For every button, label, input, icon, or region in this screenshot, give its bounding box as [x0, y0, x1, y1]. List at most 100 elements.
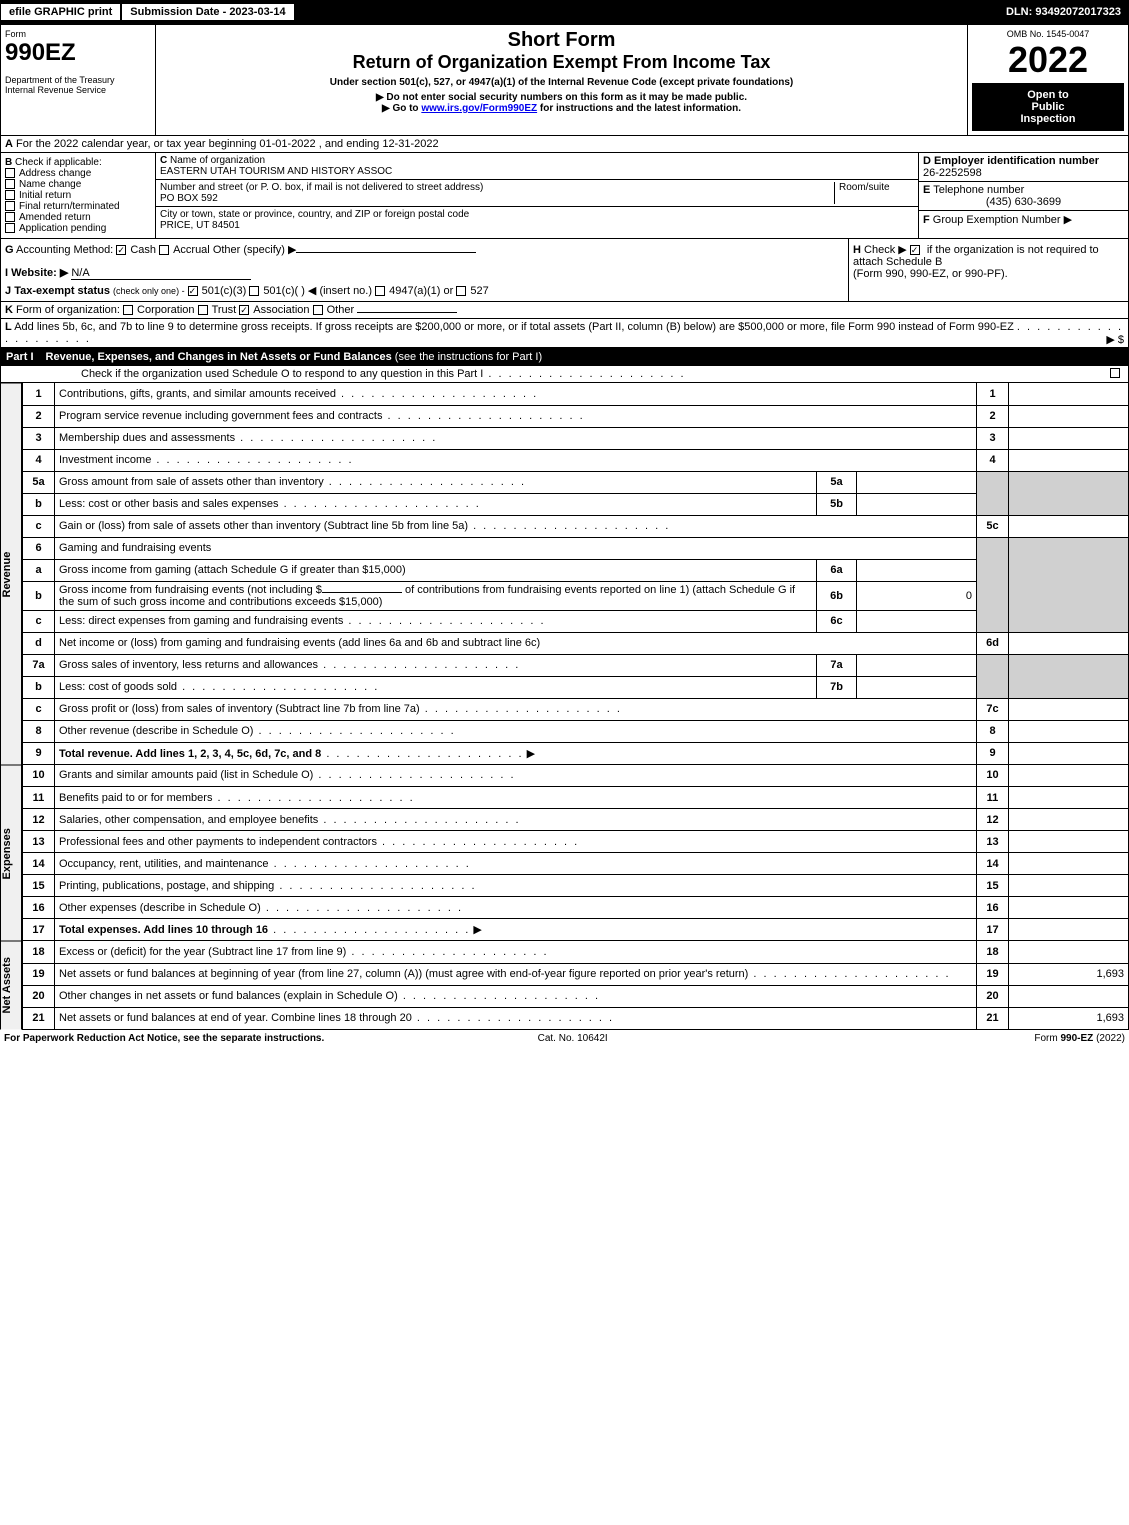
line-h: H Check ▶ if the organization is not req…: [848, 239, 1128, 301]
table-row: 10Grants and similar amounts paid (list …: [23, 765, 1129, 787]
col-b: B Check if applicable: Address change Na…: [1, 153, 156, 238]
subtitle: Under section 501(c), 527, or 4947(a)(1)…: [160, 77, 963, 88]
table-row: 21Net assets or fund balances at end of …: [23, 1007, 1129, 1029]
irs-link[interactable]: www.irs.gov/Form990EZ: [421, 103, 537, 114]
table-row: 12Salaries, other compensation, and empl…: [23, 809, 1129, 831]
val-6b: 0: [857, 581, 977, 610]
ssn-note: ▶ Do not enter social security numbers o…: [160, 92, 963, 103]
table-row: 9Total revenue. Add lines 1, 2, 3, 4, 5c…: [23, 742, 1129, 764]
table-row: 11Benefits paid to or for members11: [23, 787, 1129, 809]
table-row: 4Investment income4: [23, 449, 1129, 471]
line-j: J Tax-exempt status (check only one) - 5…: [5, 284, 844, 297]
telephone: (435) 630-3699: [923, 196, 1124, 208]
org-address: PO BOX 592: [160, 193, 218, 204]
table-row: cGain or (loss) from sale of assets othe…: [23, 515, 1129, 537]
net-assets-table: 18Excess or (deficit) for the year (Subt…: [22, 941, 1129, 1030]
part1-check-note: Check if the organization used Schedule …: [0, 366, 1129, 383]
table-row: bGross income from fundraising events (n…: [23, 581, 1129, 610]
chk-other-org[interactable]: [313, 305, 323, 315]
expenses-tab: Expenses: [0, 765, 22, 942]
table-row: 16Other expenses (describe in Schedule O…: [23, 897, 1129, 919]
line-a: A For the 2022 calendar year, or tax yea…: [0, 136, 1129, 153]
chk-corp[interactable]: [123, 305, 133, 315]
chk-501c[interactable]: [249, 286, 259, 296]
table-row: 19Net assets or fund balances at beginni…: [23, 963, 1129, 985]
chk-final-return[interactable]: [5, 201, 15, 211]
form-title-block: Short Form Return of Organization Exempt…: [156, 25, 968, 135]
chk-name-change[interactable]: [5, 179, 15, 189]
form-identity: Form 990EZ Department of the Treasury In…: [1, 25, 156, 135]
chk-527[interactable]: [456, 286, 466, 296]
group-exemption: Group Exemption Number ▶: [933, 214, 1072, 226]
table-row: 13Professional fees and other payments t…: [23, 831, 1129, 853]
paperwork-notice: For Paperwork Reduction Act Notice, see …: [4, 1033, 324, 1044]
open-inspection: Open to Public Inspection: [972, 83, 1124, 131]
org-city: PRICE, UT 84501: [160, 220, 240, 231]
goto-note: ▶ Go to www.irs.gov/Form990EZ for instru…: [160, 103, 963, 114]
website: N/A: [71, 267, 251, 280]
table-row: 7aGross sales of inventory, less returns…: [23, 654, 1129, 676]
val-19: 1,693: [1009, 963, 1129, 985]
table-row: 8Other revenue (describe in Schedule O)8: [23, 720, 1129, 742]
room-suite: Room/suite: [834, 182, 914, 204]
table-row: bLess: cost of goods sold7b: [23, 676, 1129, 698]
omb-number: OMB No. 1545-0047: [972, 29, 1124, 39]
chk-pending[interactable]: [5, 223, 15, 233]
table-row: 18Excess or (deficit) for the year (Subt…: [23, 941, 1129, 963]
table-row: 14Occupancy, rent, utilities, and mainte…: [23, 853, 1129, 875]
net-assets-section: Net Assets 18Excess or (deficit) for the…: [0, 941, 1129, 1030]
line-l: L Add lines 5b, 6c, and 7b to line 9 to …: [0, 319, 1129, 348]
val-21: 1,693: [1009, 1007, 1129, 1029]
submission-date: Submission Date - 2023-03-14: [121, 3, 294, 21]
dept-irs: Internal Revenue Service: [5, 85, 151, 95]
expenses-section: Expenses 10Grants and similar amounts pa…: [0, 765, 1129, 942]
chk-cash[interactable]: [116, 245, 126, 255]
header-bar: efile GRAPHIC print Submission Date - 20…: [0, 0, 1129, 24]
chk-schedule-o[interactable]: [1110, 368, 1120, 378]
table-row: dNet income or (loss) from gaming and fu…: [23, 632, 1129, 654]
chk-trust[interactable]: [198, 305, 208, 315]
table-row: 20Other changes in net assets or fund ba…: [23, 985, 1129, 1007]
table-row: 2Program service revenue including gover…: [23, 405, 1129, 427]
tax-year: 2022: [972, 39, 1124, 81]
chk-accrual[interactable]: [159, 245, 169, 255]
revenue-table: 1Contributions, gifts, grants, and simil…: [22, 383, 1129, 765]
table-row: bLess: cost or other basis and sales exp…: [23, 493, 1129, 515]
table-row: 5aGross amount from sale of assets other…: [23, 471, 1129, 493]
chk-501c3[interactable]: [188, 286, 198, 296]
table-row: cGross profit or (loss) from sales of in…: [23, 698, 1129, 720]
col-c: C Name of organization EASTERN UTAH TOUR…: [156, 153, 918, 238]
form-ref: Form 990-EZ (2022): [1034, 1033, 1125, 1044]
chk-schedule-b[interactable]: [910, 245, 920, 255]
table-row: 6Gaming and fundraising events: [23, 537, 1129, 559]
efile-label: efile GRAPHIC print: [0, 3, 121, 21]
chk-amended[interactable]: [5, 212, 15, 222]
col-def: D Employer identification number 26-2252…: [918, 153, 1128, 238]
chk-4947[interactable]: [375, 286, 385, 296]
section-ghij: G Accounting Method: Cash Accrual Other …: [0, 239, 1129, 302]
table-row: 15Printing, publications, postage, and s…: [23, 875, 1129, 897]
dept-treasury: Department of the Treasury: [5, 75, 151, 85]
chk-initial-return[interactable]: [5, 190, 15, 200]
org-name: EASTERN UTAH TOURISM AND HISTORY ASSOC: [160, 166, 392, 177]
table-row: 17Total expenses. Add lines 10 through 1…: [23, 919, 1129, 941]
ein: 26-2252598: [923, 167, 982, 179]
table-row: 1Contributions, gifts, grants, and simil…: [23, 383, 1129, 405]
chk-address-change[interactable]: [5, 168, 15, 178]
net-assets-tab: Net Assets: [0, 941, 22, 1030]
year-block: OMB No. 1545-0047 2022 Open to Public In…: [968, 25, 1128, 135]
revenue-tab: Revenue: [0, 383, 22, 765]
form-label: Form: [5, 29, 151, 39]
table-row: cLess: direct expenses from gaming and f…: [23, 610, 1129, 632]
chk-assoc[interactable]: [239, 305, 249, 315]
label-a: A: [5, 138, 13, 150]
expenses-table: 10Grants and similar amounts paid (list …: [22, 765, 1129, 942]
short-form-title: Short Form: [160, 29, 963, 52]
revenue-section: Revenue 1Contributions, gifts, grants, a…: [0, 383, 1129, 765]
section-bcdef: B Check if applicable: Address change Na…: [0, 153, 1129, 239]
page-footer: For Paperwork Reduction Act Notice, see …: [0, 1030, 1129, 1047]
return-title: Return of Organization Exempt From Incom…: [160, 52, 963, 73]
cat-number: Cat. No. 10642I: [538, 1033, 608, 1044]
part1-header: Part I Revenue, Expenses, and Changes in…: [0, 348, 1129, 366]
form-number: 990EZ: [5, 39, 151, 67]
